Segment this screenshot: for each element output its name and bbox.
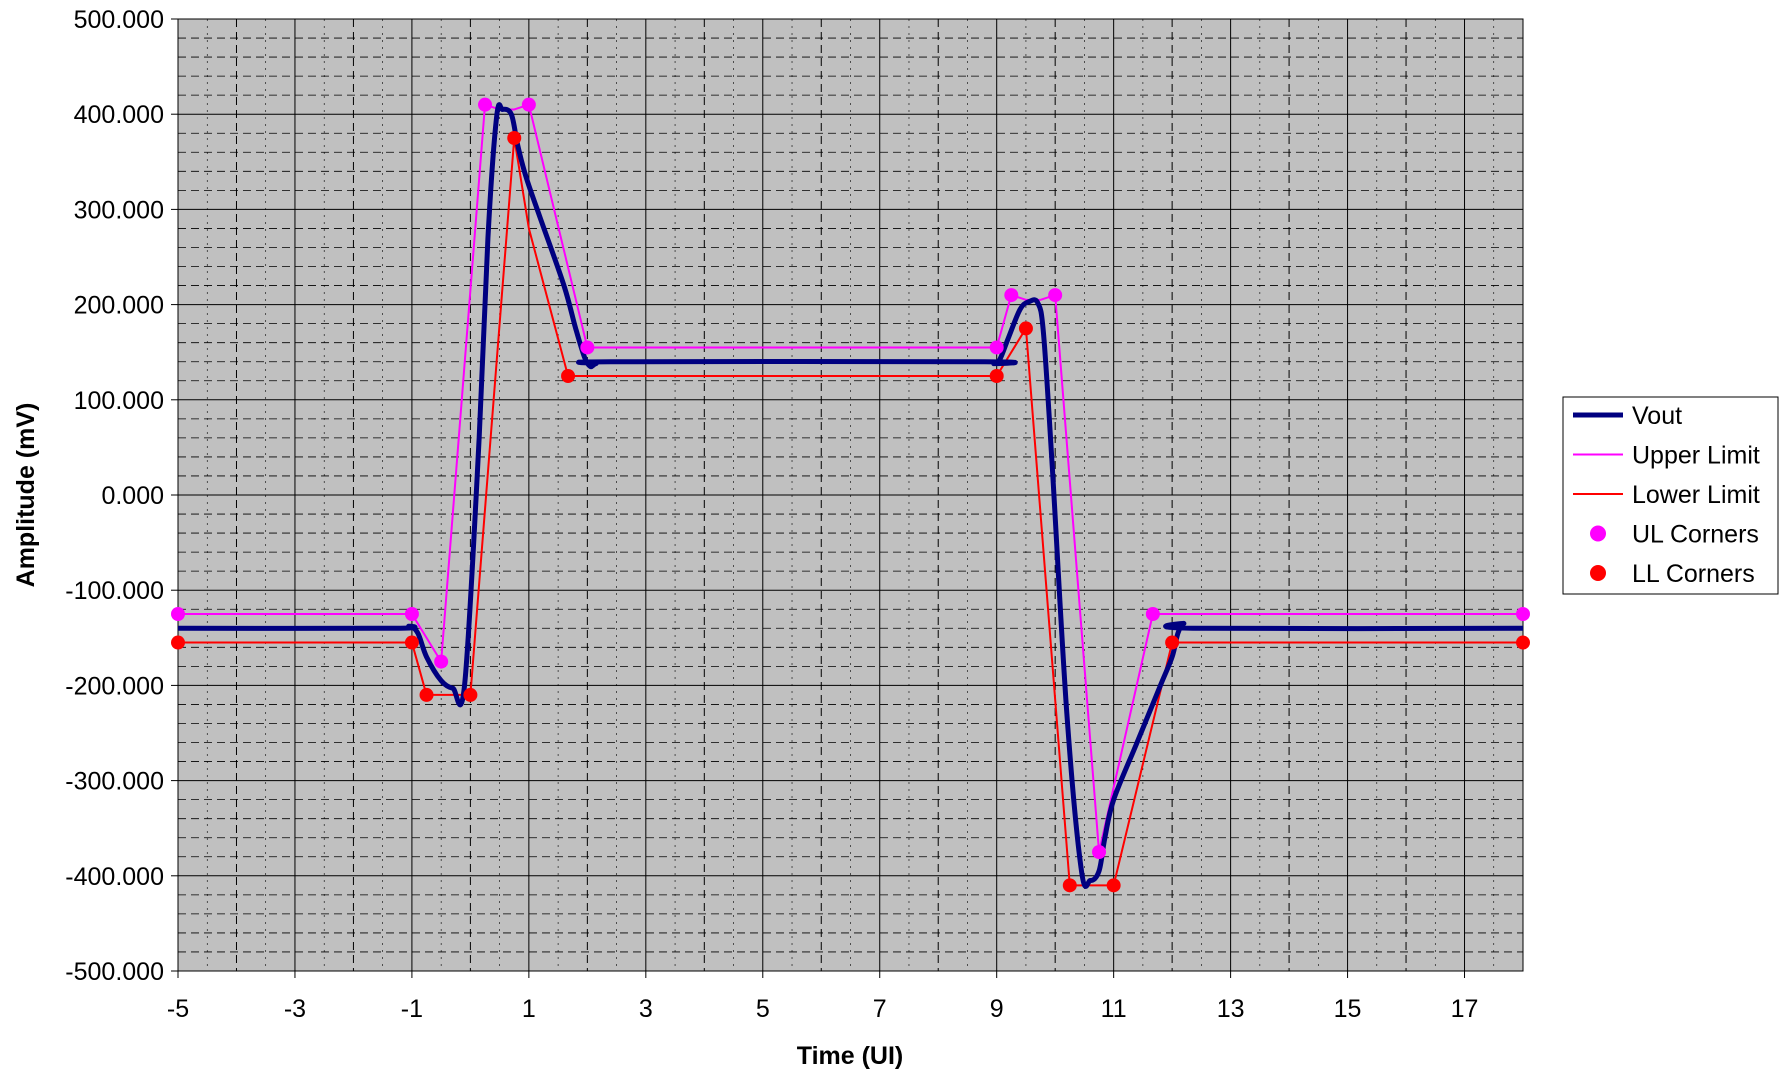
x-tick-label: -1 (401, 995, 423, 1023)
x-tick-label: -3 (284, 995, 306, 1023)
x-tick-label: 7 (873, 995, 887, 1023)
series-point-ll-corners (507, 131, 522, 145)
series-point-ll-corners (1018, 321, 1033, 336)
series-point-ul-corners (478, 97, 493, 112)
legend-box (1562, 396, 1779, 595)
legend-label-vout: Vout (1632, 402, 1682, 430)
series-line-vout (177, 102, 1524, 889)
series-point-ul-corners (521, 97, 536, 112)
series-point-ll-corners (1062, 878, 1077, 893)
legend-items: Vout Upper Limit Lower Limit UL Corners LL C… (1573, 402, 1760, 588)
y-tick-label: -100.000 (65, 577, 164, 605)
y-tick-label: -500.000 (65, 958, 164, 986)
series-point-ul-corners (580, 340, 595, 355)
x-tick-label: 11 (1101, 995, 1127, 1023)
series-point-ul-corners (1092, 845, 1107, 859)
x-tick-label: 5 (756, 995, 770, 1023)
series-layer (171, 97, 1530, 893)
legend-label-upper-limit: Upper Limit (1632, 442, 1760, 470)
x-axis-title: Time (UI) (797, 1042, 904, 1070)
x-tick-label: 3 (639, 995, 653, 1023)
tick-label-layer: -500.000 -400.000 -300.000 -200.000 -100.000… (65, 6, 1478, 1023)
x-tick-label: -5 (167, 995, 189, 1023)
series-point-ul-corners (989, 340, 1004, 355)
series-point-ul-corners (1516, 607, 1530, 621)
y-tick-label: 300.000 (74, 196, 164, 224)
y-tick-label: -200.000 (65, 672, 164, 700)
series-point-ll-corners (989, 369, 1004, 383)
y-tick-label: -300.000 (65, 768, 164, 796)
series-point-ll-corners (1165, 635, 1180, 650)
series-point-ul-corners (171, 607, 185, 621)
x-tick-label: 13 (1217, 995, 1245, 1023)
legend: Vout Upper Limit Lower Limit UL Corners LL C… (1562, 396, 1779, 595)
y-tick-label: 400.000 (74, 101, 164, 129)
y-tick-label: 500.000 (74, 6, 164, 34)
series-point-ll-corners (404, 635, 419, 650)
y-tick-label: -400.000 (65, 863, 164, 891)
series-point-ul-corners (1004, 288, 1019, 303)
series-point-ll-corners (1516, 635, 1530, 650)
y-axis-title: Amplitude (mV) (12, 403, 40, 588)
x-tick-label: 17 (1451, 995, 1479, 1023)
series-point-ul-corners (404, 607, 419, 621)
y-tick-label: 200.000 (74, 292, 164, 320)
series-point-ul-corners (1048, 288, 1063, 303)
x-tick-label: 15 (1334, 995, 1362, 1023)
legend-label-lower-limit: Lower Limit (1632, 481, 1760, 509)
y-tick-label: 0.000 (101, 482, 164, 510)
x-tick-label: 1 (522, 995, 536, 1023)
legend-label-ul-corners: UL Corners (1632, 521, 1759, 549)
legend-swatch-ll-corners (1590, 565, 1606, 581)
series-point-ll-corners (463, 687, 478, 702)
y-tick-label: 100.000 (74, 387, 164, 415)
series-point-ll-corners (1106, 878, 1121, 893)
x-tick-label: 9 (990, 995, 1004, 1023)
series-point-ll-corners (419, 687, 434, 702)
legend-label-ll-corners: LL Corners (1632, 560, 1755, 588)
legend-swatch-ul-corners (1590, 525, 1606, 542)
axis-layer (171, 18, 1466, 978)
series-point-ul-corners (1145, 607, 1160, 621)
series-point-ll-corners (171, 635, 185, 650)
series-point-ll-corners (561, 369, 576, 383)
series-point-ul-corners (434, 654, 449, 669)
